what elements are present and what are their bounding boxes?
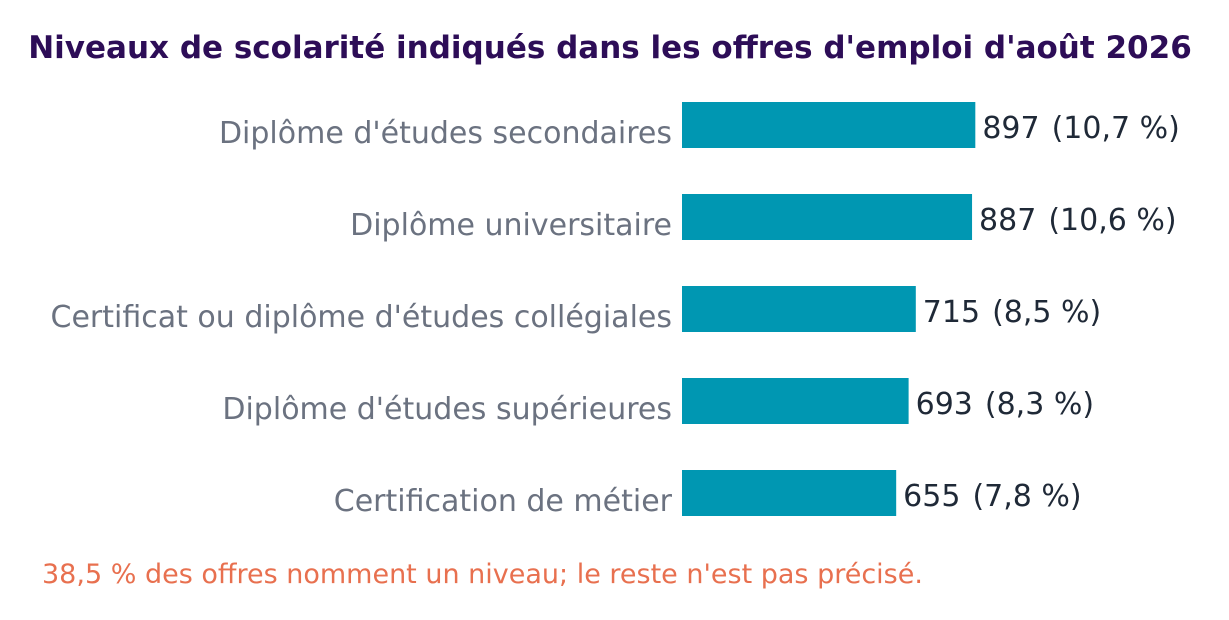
data-label: 655 (7,8 %): [903, 479, 1081, 514]
bar: [682, 378, 909, 424]
data-label-percent: (8,3 %): [985, 387, 1094, 422]
category-label: Diplôme d'études secondaires: [219, 116, 672, 151]
data-label-percent: (10,6 %): [1048, 203, 1176, 238]
data-label-value: 897: [982, 111, 1039, 146]
footnote: 38,5 % des offres nomment un niveau; le …: [42, 559, 923, 590]
bars-group: Diplôme d'études secondaires 897 (10,7 %) D…: [51, 102, 1180, 519]
category-label: Diplôme universitaire: [350, 208, 672, 243]
bar: [682, 102, 976, 148]
category-label: Diplôme d'études supérieures: [222, 392, 672, 427]
data-label: 693 (8,3 %): [916, 387, 1094, 422]
data-label: 887 (10,6 %): [979, 203, 1177, 238]
data-label: 897 (10,7 %): [982, 111, 1180, 146]
category-label: Certificat ou diplôme d'études collégial…: [51, 300, 673, 335]
data-label-value: 715: [923, 295, 980, 330]
bar: [682, 194, 973, 240]
data-label-value: 887: [979, 203, 1036, 238]
category-label: Certification de métier: [334, 484, 673, 519]
data-label-percent: (10,7 %): [1052, 111, 1180, 146]
data-label-percent: (7,8 %): [972, 479, 1081, 514]
data-label-percent: (8,5 %): [992, 295, 1101, 330]
data-label-value: 655: [903, 479, 960, 514]
bar: [682, 286, 916, 332]
data-label: 715 (8,5 %): [923, 295, 1101, 330]
bar: [682, 470, 897, 516]
data-label-value: 693: [916, 387, 973, 422]
chart-title: Niveaux de scolarité indiqués dans les o…: [28, 30, 1192, 66]
